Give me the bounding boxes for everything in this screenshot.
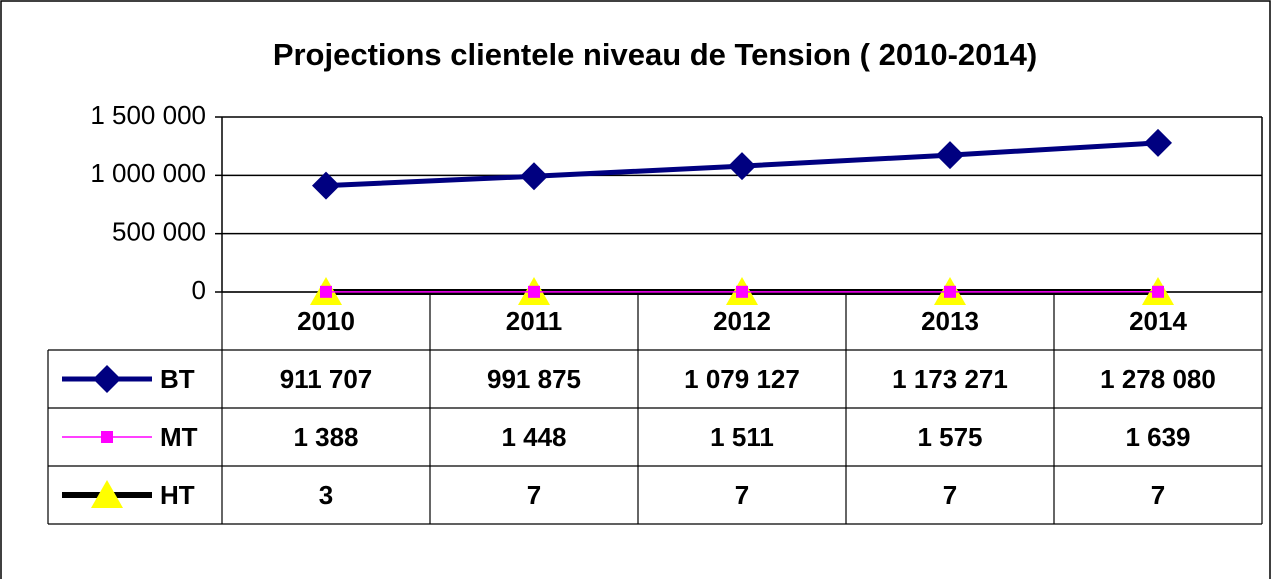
marker (1152, 285, 1164, 298)
x-tick-label: 2011 (506, 306, 562, 336)
legend-label: BT (160, 364, 195, 394)
y-tick-label: 0 (192, 275, 206, 305)
table-value: 911 707 (280, 364, 373, 394)
table-value: 1 173 271 (892, 364, 1008, 394)
table-value: 3 (319, 480, 333, 510)
marker (320, 285, 332, 298)
x-tick-label: 2013 (921, 306, 979, 336)
table-value: 1 511 (710, 422, 774, 452)
marker (101, 431, 113, 443)
legend-label: HT (160, 480, 195, 510)
x-tick-label: 2014 (1129, 306, 1187, 336)
table-value: 1 079 127 (684, 364, 800, 394)
y-tick-label: 1 000 000 (90, 158, 206, 188)
marker (91, 480, 123, 508)
marker (1144, 128, 1172, 157)
y-tick-label: 1 500 000 (90, 100, 206, 130)
table-value: 1 639 (1125, 422, 1190, 452)
x-tick-label: 2012 (713, 306, 771, 336)
marker (736, 285, 748, 298)
marker (728, 152, 756, 181)
marker (944, 285, 956, 298)
table-value: 7 (527, 480, 541, 510)
y-tick-label: 500 000 (112, 217, 206, 247)
table-value: 991 875 (487, 364, 581, 394)
table-value: 7 (943, 480, 957, 510)
marker (936, 141, 964, 170)
legend-label: MT (160, 422, 198, 452)
table-value: 1 575 (917, 422, 982, 452)
chart-title: Projections clientele niveau de Tension … (273, 37, 1037, 72)
marker (312, 171, 340, 200)
table-value: 1 278 080 (1100, 364, 1216, 394)
table-value: 7 (1151, 480, 1165, 510)
x-tick-label: 2010 (297, 306, 355, 336)
marker (520, 162, 548, 191)
table-value: 1 448 (501, 422, 566, 452)
table-value: 1 388 (293, 422, 358, 452)
table-value: 7 (735, 480, 749, 510)
marker (528, 285, 540, 298)
marker (93, 365, 121, 393)
